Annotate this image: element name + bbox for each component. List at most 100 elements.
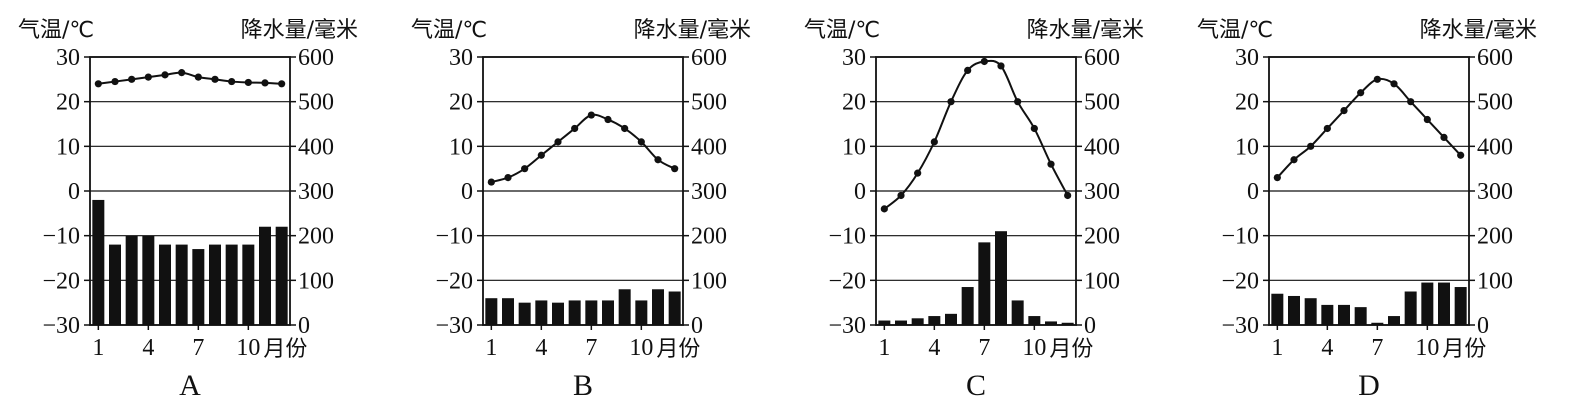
month-tick-label: 1	[1271, 335, 1283, 361]
x-axis-title: 月份	[656, 337, 700, 362]
precip-bar-month-12	[1061, 322, 1074, 325]
precip-tick-label: 300	[1477, 179, 1513, 205]
temp-tick-label: 0	[68, 179, 80, 205]
temp-tick-label: 30	[1235, 45, 1259, 71]
temp-tick-label: 20	[842, 90, 866, 116]
precip-bar-month-10	[242, 244, 255, 325]
temp-tick-label: −30	[435, 313, 473, 339]
precip-bar-month-7	[585, 300, 598, 325]
precip-bar-month-3	[518, 302, 531, 325]
precip-bar-month-12	[275, 226, 288, 325]
month-tick-label: 7	[978, 335, 990, 361]
precip-bar-month-10	[1421, 282, 1434, 325]
precip-bar-month-4	[142, 235, 155, 325]
precip-tick-label: 600	[1084, 45, 1120, 71]
temp-point-month-7	[980, 57, 988, 66]
temp-point-month-10	[637, 138, 645, 146]
right-axis-title: 降水量/毫米	[634, 18, 751, 43]
temp-point-month-7	[194, 73, 202, 81]
precip-bar-month-7	[192, 249, 205, 325]
temp-point-month-7	[587, 111, 595, 119]
temp-tick-label: 10	[56, 134, 80, 160]
temp-tick-label: −10	[1221, 224, 1259, 250]
x-axis-title: 月份	[1049, 337, 1093, 362]
temp-point-month-1	[487, 178, 495, 186]
temp-point-month-5	[1340, 107, 1348, 115]
temp-point-month-12	[1064, 191, 1072, 200]
chart-caption: A	[179, 369, 201, 402]
temp-point-month-5	[161, 71, 169, 79]
temp-point-month-4	[930, 138, 938, 146]
month-tick-label: 1	[878, 335, 890, 361]
climate-chart-d: 气温/℃ 降水量/毫米 30 20 10 0 −10 −20 −30 600 500 400 300 20…	[1179, 0, 1570, 408]
month-tick-label: 1	[92, 335, 104, 361]
temp-point-month-5	[947, 98, 955, 106]
precip-bar-month-4	[535, 300, 548, 325]
precip-tick-label: 500	[1477, 90, 1513, 116]
temp-point-month-12	[1457, 151, 1465, 159]
precip-tick-label: 600	[691, 45, 727, 71]
temp-point-month-10	[1030, 124, 1038, 133]
precip-bar-month-4	[928, 316, 941, 325]
temp-tick-label: 30	[842, 45, 866, 71]
precip-tick-label: 100	[1084, 268, 1120, 294]
x-axis-title: 月份	[263, 337, 307, 362]
month-tick-label: 10	[629, 335, 653, 361]
temp-point-month-8	[997, 62, 1005, 70]
precip-bar-month-8	[995, 231, 1007, 325]
month-tick-label: 7	[1371, 335, 1383, 361]
precip-bar-month-6	[175, 244, 188, 325]
precip-tick-label: 600	[1477, 45, 1513, 71]
precip-bar-month-10	[635, 300, 648, 325]
precip-tick-label: 0	[691, 313, 703, 339]
precip-tick-label: 0	[1477, 313, 1489, 339]
climate-chart-a: 气温/℃ 降水量/毫米 30 20 10 0 −10 −20 −30 600 500 400 300 20…	[0, 0, 392, 408]
temp-tick-label: 0	[1247, 179, 1259, 205]
temp-point-month-6	[964, 66, 972, 74]
precip-bar-month-8	[209, 244, 221, 325]
left-axis-title: 气温/℃	[804, 18, 880, 43]
precip-bar-month-3	[911, 318, 924, 325]
precip-tick-label: 500	[298, 90, 334, 116]
precip-bar-month-8	[602, 300, 614, 325]
precip-tick-label: 400	[1477, 134, 1513, 160]
temp-point-month-12	[278, 80, 286, 88]
temp-point-month-1	[1273, 174, 1281, 182]
month-tick-label: 7	[585, 335, 597, 361]
precip-bar-month-9	[1011, 300, 1024, 325]
temp-tick-label: 20	[449, 90, 473, 116]
temp-point-month-10	[244, 78, 252, 87]
temp-point-month-2	[1290, 156, 1298, 164]
precip-bar-month-11	[652, 289, 664, 325]
temp-point-month-11	[261, 79, 269, 87]
temp-point-month-12	[671, 165, 679, 173]
right-axis-title: 降水量/毫米	[1027, 18, 1144, 43]
precip-bar-month-5	[1338, 304, 1350, 325]
temp-tick-label: −10	[42, 224, 80, 250]
temp-point-month-2	[897, 191, 905, 200]
temp-tick-label: −10	[435, 224, 473, 250]
temp-point-month-4	[144, 73, 152, 81]
temp-point-month-3	[521, 165, 529, 173]
precip-bar-month-5	[159, 244, 171, 325]
precip-bar-month-12	[668, 291, 681, 325]
temp-tick-label: 0	[461, 179, 473, 205]
chart-caption: D	[1358, 369, 1380, 402]
precip-bar-month-9	[1404, 291, 1417, 325]
temperature-line	[1276, 77, 1462, 179]
temperature-line	[98, 71, 282, 85]
temp-tick-label: 10	[1235, 134, 1259, 160]
precip-tick-label: 400	[1084, 134, 1120, 160]
precip-tick-label: 200	[1477, 224, 1513, 250]
temp-tick-label: −20	[828, 268, 866, 294]
precip-bar-month-1	[485, 298, 498, 325]
precip-tick-label: 300	[691, 179, 727, 205]
temp-point-month-3	[914, 169, 922, 177]
temp-point-month-6	[571, 124, 579, 133]
month-tick-label: 7	[192, 335, 204, 361]
temp-point-month-8	[1390, 80, 1398, 88]
temp-point-month-6	[1357, 89, 1365, 97]
precip-bar-month-3	[1304, 298, 1317, 325]
precip-bar-month-11	[1438, 282, 1450, 325]
